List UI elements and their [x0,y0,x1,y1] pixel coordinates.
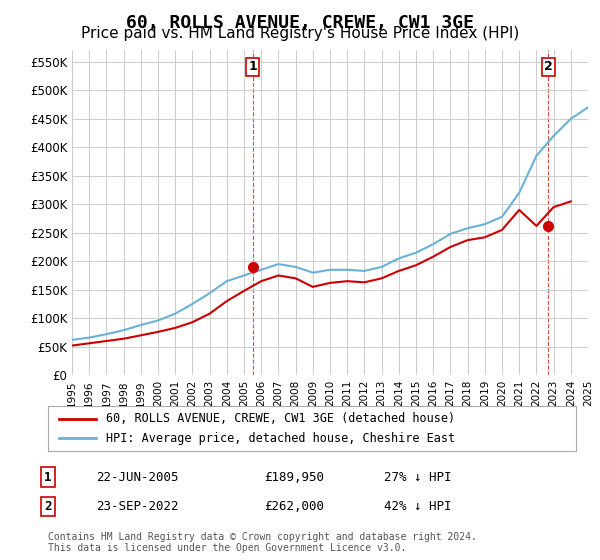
Text: 42% ↓ HPI: 42% ↓ HPI [384,500,452,514]
Text: 22-JUN-2005: 22-JUN-2005 [96,470,179,484]
Text: 2: 2 [544,60,553,73]
Text: HPI: Average price, detached house, Cheshire East: HPI: Average price, detached house, Ches… [106,432,455,445]
Text: £262,000: £262,000 [264,500,324,514]
Text: 2: 2 [44,500,52,514]
Text: 60, ROLLS AVENUE, CREWE, CW1 3GE (detached house): 60, ROLLS AVENUE, CREWE, CW1 3GE (detach… [106,412,455,425]
Text: 1: 1 [44,470,52,484]
Text: 23-SEP-2022: 23-SEP-2022 [96,500,179,514]
Text: Contains HM Land Registry data © Crown copyright and database right 2024.
This d: Contains HM Land Registry data © Crown c… [48,531,477,553]
Text: 60, ROLLS AVENUE, CREWE, CW1 3GE: 60, ROLLS AVENUE, CREWE, CW1 3GE [126,14,474,32]
Text: 27% ↓ HPI: 27% ↓ HPI [384,470,452,484]
Text: £189,950: £189,950 [264,470,324,484]
Text: 1: 1 [248,60,257,73]
Text: Price paid vs. HM Land Registry's House Price Index (HPI): Price paid vs. HM Land Registry's House … [81,26,519,41]
